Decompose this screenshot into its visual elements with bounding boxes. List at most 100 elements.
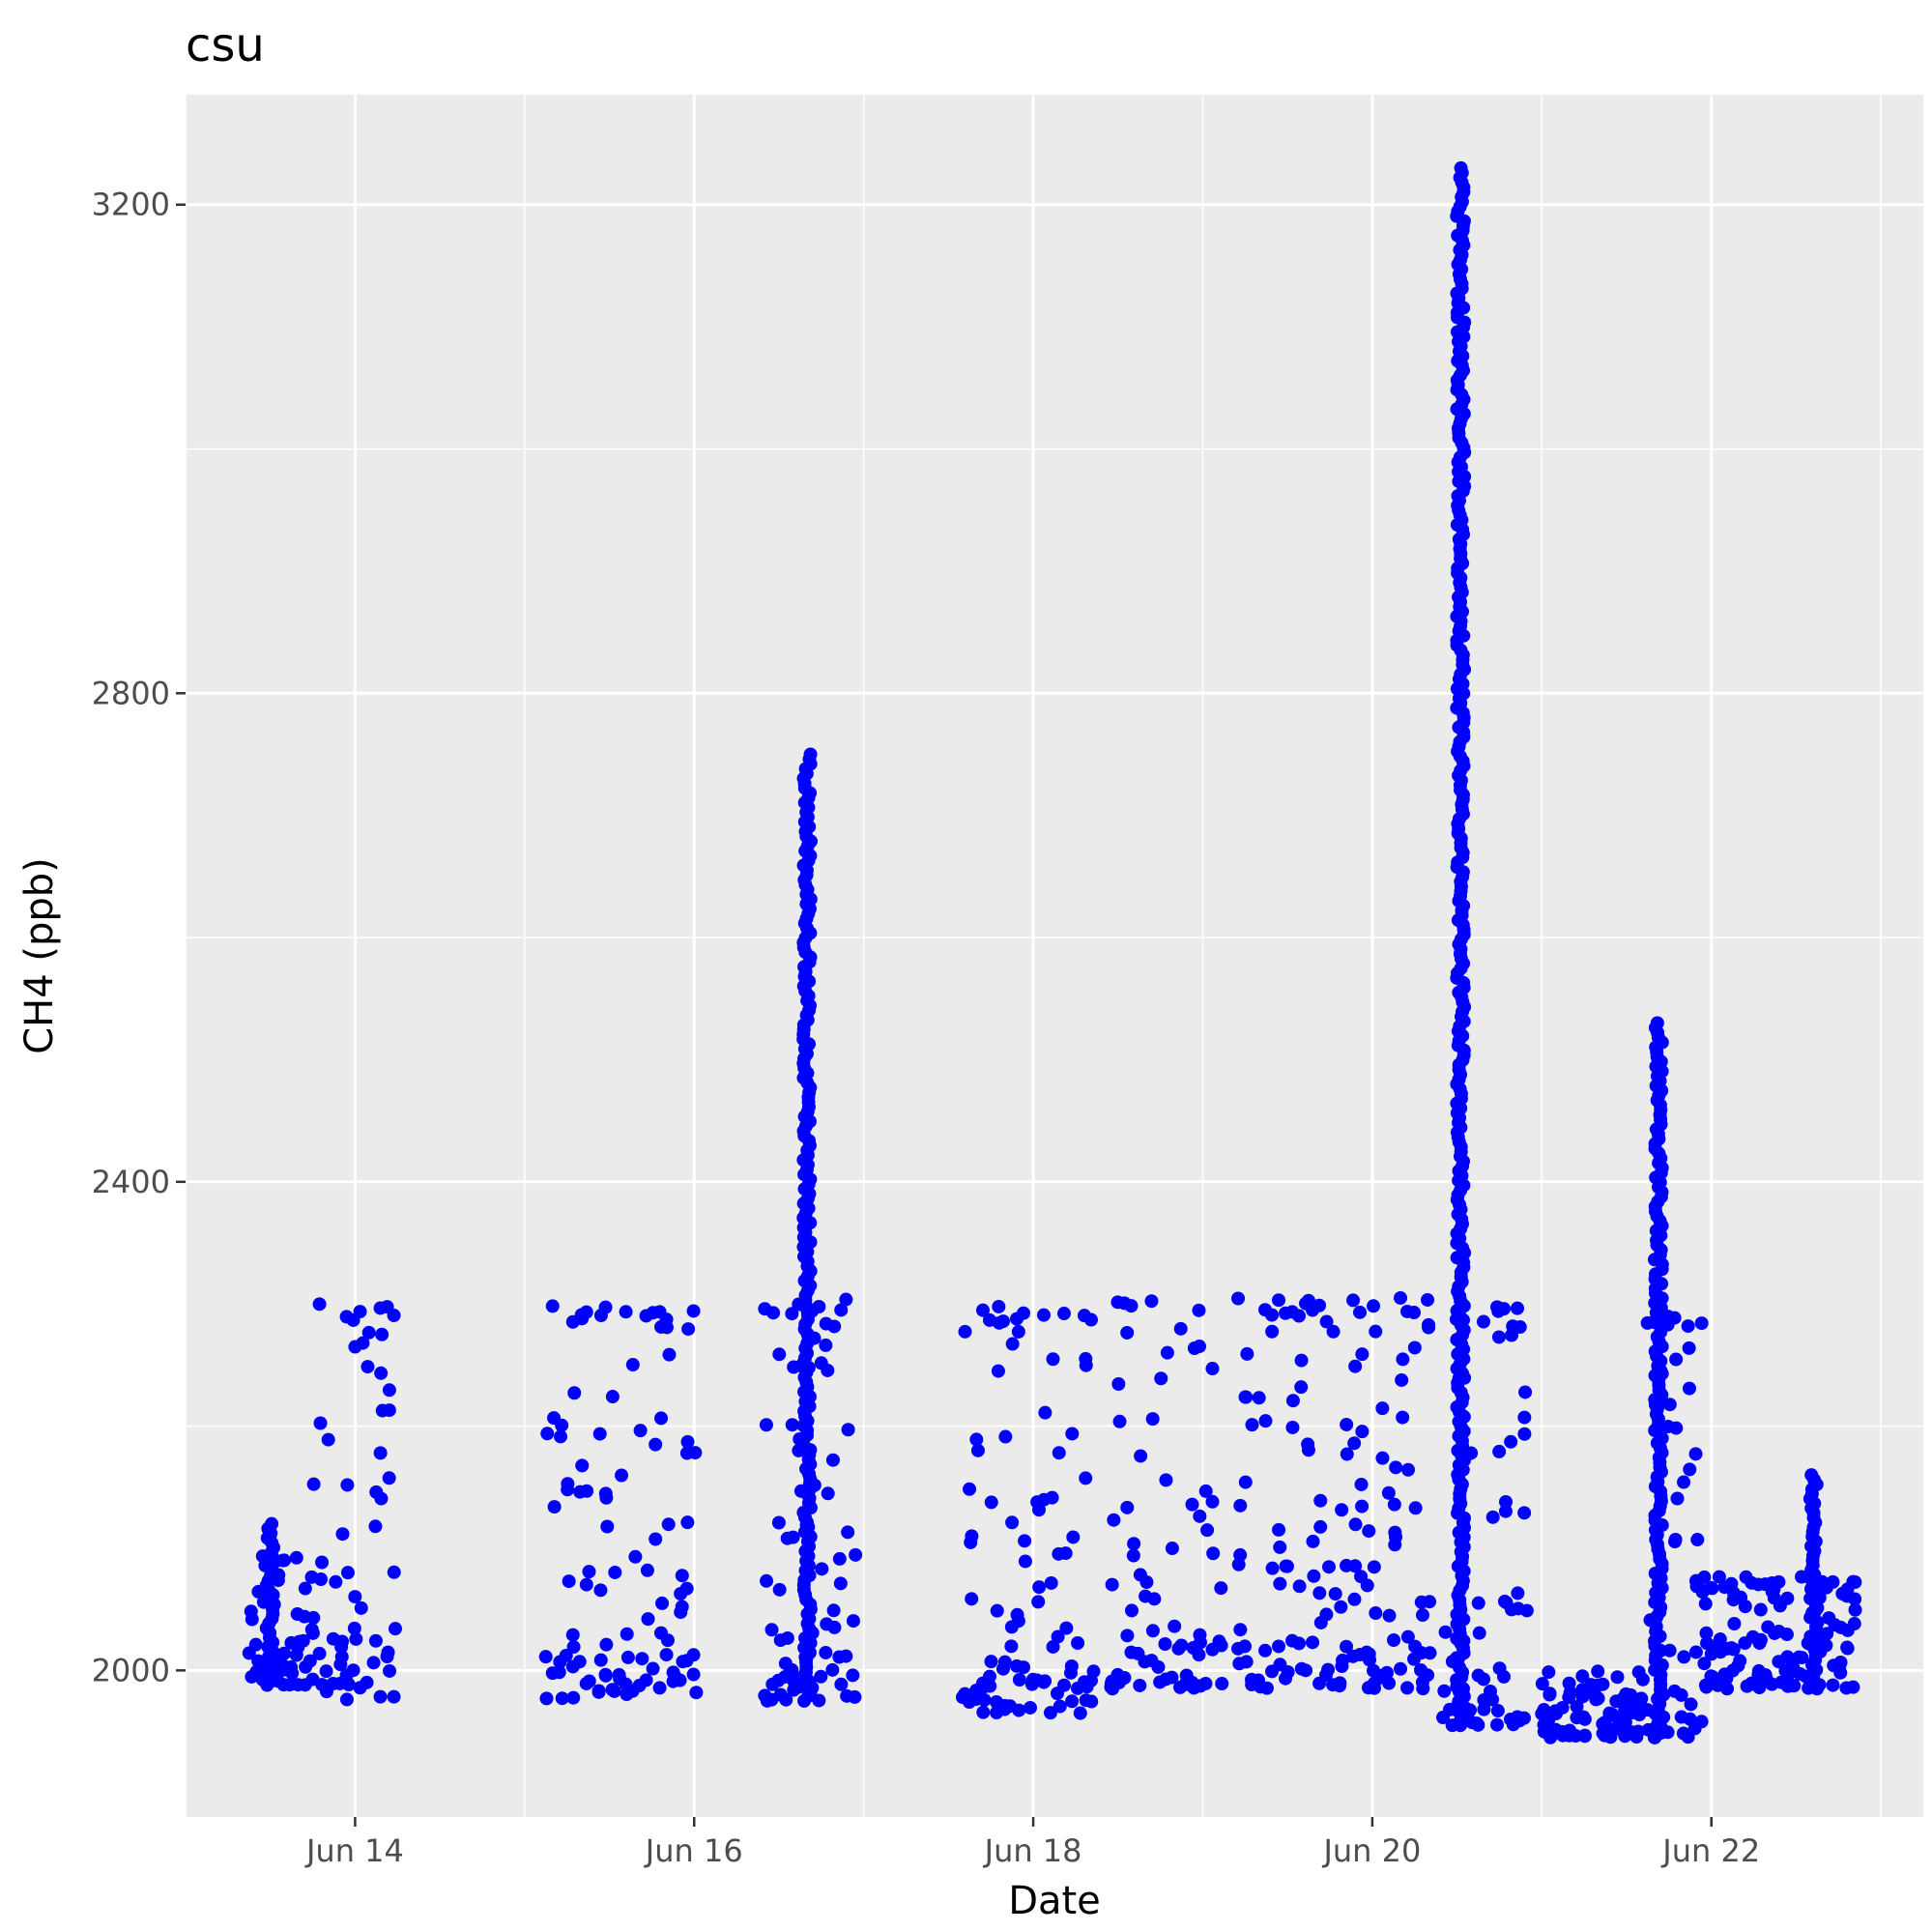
data-point [1543,1687,1557,1702]
data-point [1396,1352,1410,1367]
data-point [1168,1619,1182,1633]
data-point [1389,1460,1403,1475]
data-point [680,1515,695,1530]
data-point [1382,1676,1397,1690]
data-point [681,1322,696,1337]
data-point [1382,1608,1397,1623]
data-point [780,1630,794,1645]
data-point [689,1686,704,1700]
data-point [1387,1497,1401,1512]
data-point [1618,1715,1632,1729]
data-point [686,1304,701,1318]
data-point [846,1668,860,1683]
data-point [1120,1500,1135,1514]
y-axis-title: CH4 (ppb) [17,857,62,1054]
data-point [633,1424,648,1438]
data-point [1396,1410,1410,1425]
data-point [1421,1292,1435,1307]
data-point [1369,1606,1383,1621]
data-point [785,1418,799,1432]
data-point [547,1500,562,1514]
y-tick-label: 2000 [92,1652,170,1688]
data-point [1046,1639,1060,1654]
data-point [1577,1729,1592,1744]
data-point [1677,1475,1691,1489]
data-point [552,1665,566,1680]
data-point [1355,1347,1370,1362]
data-point [1471,1596,1485,1610]
data-point [561,1477,575,1491]
data-point [360,1675,374,1689]
data-point [540,1427,555,1441]
data-point [321,1432,335,1447]
data-point [819,1338,833,1352]
data-point [652,1681,667,1695]
data-point [591,1684,606,1698]
data-point [1334,1600,1348,1614]
data-point [1670,1491,1685,1506]
data-point [1259,1681,1274,1695]
data-point [1239,1390,1254,1404]
data-point [1422,1320,1436,1335]
data-point [340,1478,355,1492]
data-point [1669,1421,1684,1435]
data-point [1563,1686,1577,1700]
data-point [1319,1607,1334,1622]
data-point [1674,1687,1688,1702]
data-point [1280,1559,1294,1573]
data-point [1360,1578,1374,1593]
data-point [312,1297,327,1312]
data-point [349,1631,363,1646]
data-point [1044,1575,1058,1590]
data-point [248,1637,263,1652]
data-point [1111,1376,1126,1391]
data-point [1471,1717,1485,1732]
data-point [1518,1385,1533,1399]
data-point [1477,1702,1491,1716]
data-point [1753,1602,1768,1617]
data-point [1307,1569,1321,1583]
data-point [1699,1680,1714,1694]
data-point [1472,1626,1486,1640]
data-point [1684,1697,1698,1712]
data-point [382,1403,396,1418]
data-point [1694,1316,1709,1331]
data-point [1848,1592,1862,1606]
data-point [1690,1533,1705,1547]
data-point [275,1553,290,1568]
data-point [1258,1643,1273,1658]
data-point [1045,1490,1059,1505]
data-point [1018,1534,1032,1548]
data-point [368,1633,383,1648]
data-point [686,1667,701,1682]
data-point [1313,1519,1328,1534]
data-point [1362,1524,1376,1539]
data-point [1038,1674,1053,1688]
data-point [990,1603,1004,1618]
data-point [1400,1681,1415,1695]
data-point [1056,1678,1071,1692]
data-point [334,1640,349,1655]
data-point [620,1650,635,1664]
data-point [1301,1437,1315,1452]
data-point [545,1299,560,1313]
data-point [839,1292,853,1307]
data-point [605,1390,620,1404]
data-point [1389,1530,1403,1544]
data-point [566,1640,581,1655]
data-point [1038,1405,1053,1420]
data-point [849,1547,863,1562]
data-point [655,1596,670,1610]
data-point [628,1549,643,1564]
data-point [826,1603,841,1618]
data-point [1490,1704,1505,1718]
data-point [356,1336,370,1350]
data-point [772,1347,787,1362]
data-point [625,1358,640,1372]
data-point [1733,1654,1747,1668]
data-point [1667,1311,1682,1325]
data-point [998,1429,1013,1444]
data-point [1313,1493,1328,1508]
data-point [1158,1637,1172,1652]
data-point [680,1434,695,1449]
